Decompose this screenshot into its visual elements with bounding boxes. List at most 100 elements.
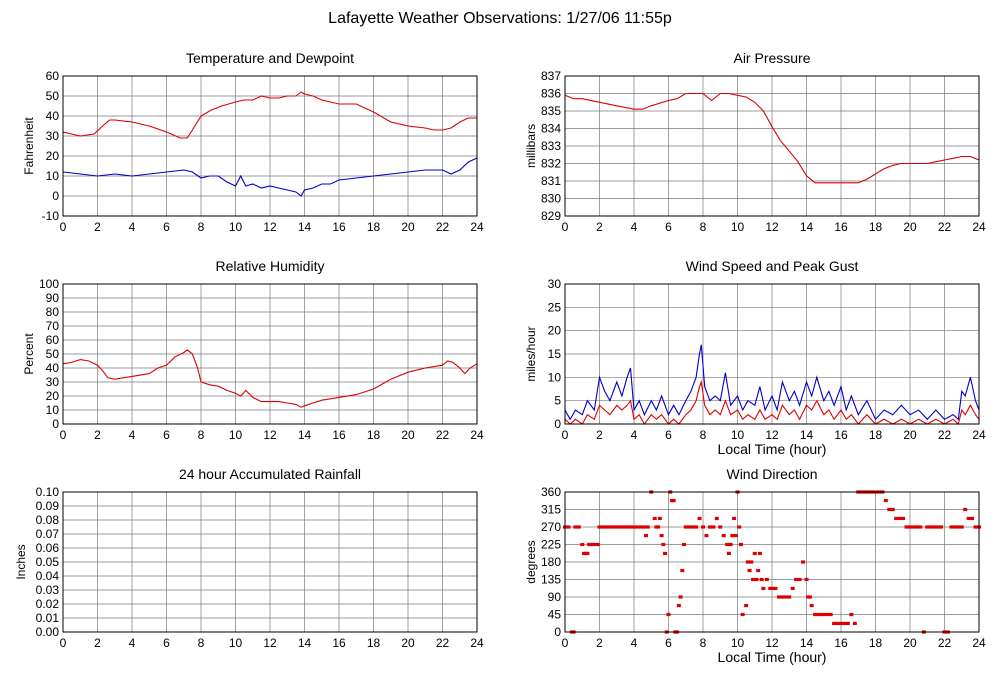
x-tick-label: 6	[163, 428, 170, 442]
x-tick-label: 16	[834, 220, 848, 234]
x-tick-label: 0	[562, 636, 569, 650]
x-tick-label: 14	[800, 636, 814, 650]
y-axis-label: Fahrenheit	[22, 117, 36, 175]
y-tick-label: 45	[548, 608, 562, 622]
y-tick-label: 40	[46, 109, 60, 123]
data-point	[770, 586, 774, 591]
x-tick-label: 6	[665, 636, 672, 650]
x-tick-label: 8	[198, 636, 205, 650]
data-point	[816, 612, 821, 617]
y-tick-label: 0	[554, 417, 561, 431]
data-point	[787, 595, 792, 599]
x-tick-label: 0	[562, 220, 569, 234]
y-tick-label: 20	[46, 389, 60, 403]
plot-frame	[564, 283, 980, 425]
x-tick-label: 20	[401, 636, 415, 650]
y-tick-label: 0.04	[36, 569, 60, 583]
y-tick-label: 832	[541, 157, 561, 171]
x-tick-label: 12	[263, 428, 277, 442]
data-point	[904, 525, 909, 529]
x-tick-label: 0	[60, 220, 67, 234]
x-tick-label: 22	[938, 220, 952, 234]
data-point	[842, 621, 847, 626]
x-tick-label: 24	[470, 428, 484, 442]
y-tick-label: 180	[541, 555, 561, 569]
x-tick-label: 0	[60, 428, 67, 442]
y-tick-label: 831	[541, 174, 561, 188]
data-point	[973, 525, 978, 529]
data-point	[932, 525, 937, 529]
x-tick-label: 24	[972, 636, 986, 650]
data-point	[718, 525, 723, 529]
data-point	[721, 533, 726, 538]
y-tick-label: 0	[52, 189, 59, 203]
data-point	[939, 525, 944, 529]
data-point	[744, 603, 749, 608]
data-point	[676, 603, 681, 608]
data-point	[733, 533, 738, 538]
y-tick-label: 829	[541, 209, 561, 223]
data-point	[757, 551, 762, 556]
y-tick-label: 270	[541, 520, 561, 534]
data-point	[952, 525, 957, 529]
y-tick-label: 10	[46, 403, 60, 417]
x-tick-label: 18	[869, 220, 883, 234]
x-tick-label: 24	[972, 220, 986, 234]
data-point	[764, 577, 769, 582]
x-tick-label: 6	[163, 636, 170, 650]
x-tick-label: 16	[332, 636, 346, 650]
y-tick-label: 20	[46, 149, 60, 163]
plot-frame	[62, 283, 478, 425]
x-tick-label: 22	[938, 428, 952, 442]
data-point	[966, 516, 971, 521]
y-tick-label: 0.06	[36, 541, 60, 555]
data-point	[928, 525, 933, 529]
x-axis-label: Local Time (hour)	[718, 649, 827, 665]
y-tick-label: 315	[541, 503, 561, 517]
data-point	[726, 551, 731, 556]
plot-frame	[564, 75, 980, 217]
data-point	[642, 525, 647, 529]
y-axis-label: Percent	[22, 333, 36, 375]
data-point	[635, 525, 640, 529]
x-tick-label: 4	[129, 636, 136, 650]
x-tick-label: 2	[596, 636, 603, 650]
data-point	[825, 612, 830, 617]
x-tick-label: 8	[700, 428, 707, 442]
data-point	[918, 525, 923, 529]
x-tick-label: 4	[129, 220, 136, 234]
data-point	[644, 533, 649, 538]
x-tick-label: 6	[665, 428, 672, 442]
x-tick-label: 4	[631, 428, 638, 442]
data-point	[666, 612, 671, 617]
data-point	[607, 525, 612, 529]
x-tick-label: 18	[367, 428, 381, 442]
data-point	[592, 542, 597, 547]
y-tick-label: 20	[548, 324, 562, 338]
y-tick-label: 0	[554, 625, 561, 639]
x-tick-label: 8	[198, 220, 205, 234]
y-tick-label: 0.02	[36, 597, 60, 611]
series-line-0	[62, 349, 478, 408]
data-point	[595, 542, 600, 547]
y-tick-label: 90	[548, 590, 562, 604]
data-point	[890, 507, 895, 512]
chart-title: Wind Direction	[726, 466, 817, 482]
data-point	[794, 577, 799, 582]
x-tick-label: 8	[700, 220, 707, 234]
x-tick-label: 22	[436, 636, 450, 650]
data-point	[732, 516, 737, 521]
y-axis-label: miles/hour	[524, 326, 538, 381]
data-point	[887, 507, 892, 512]
data-point	[747, 568, 752, 573]
y-tick-label: 10	[46, 169, 60, 183]
x-tick-label: 18	[367, 220, 381, 234]
x-tick-label: 8	[700, 636, 707, 650]
y-tick-label: 30	[46, 129, 60, 143]
y-tick-label: 15	[548, 347, 562, 361]
y-tick-label: 835	[541, 104, 561, 118]
y-tick-label: 0.00	[36, 625, 60, 639]
